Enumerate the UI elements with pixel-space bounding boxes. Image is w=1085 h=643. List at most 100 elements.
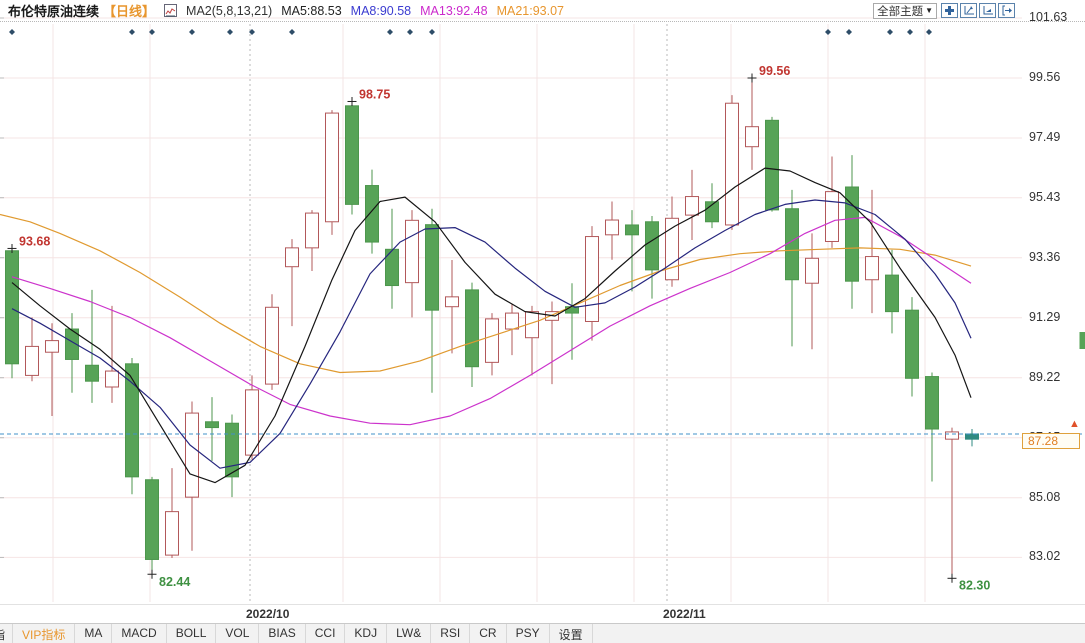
price-axis-label: 89.22 <box>1029 369 1061 384</box>
price-up-arrow-icon: ▲ <box>1069 418 1080 430</box>
indicator-tab-rsi[interactable]: RSI <box>431 624 471 643</box>
candle-body <box>445 296 459 308</box>
candle-body <box>665 217 679 281</box>
candle-body <box>305 212 319 249</box>
candle-body <box>485 318 499 363</box>
symbol-title: 布伦特原油连续 <box>8 4 100 19</box>
candle-body <box>365 185 379 243</box>
candle-body <box>65 328 79 360</box>
candle-body <box>425 224 439 311</box>
candle-body <box>245 389 259 456</box>
price-annotation: 82.44 <box>159 575 190 589</box>
partial-tab[interactable]: 指 <box>0 624 13 643</box>
ma8-line <box>11 199 972 469</box>
chart-header: 布伦特原油连续 【日线】 MA2(5,8,13,21) MA5:88.53 MA… <box>0 0 1085 22</box>
candle-body <box>925 376 939 430</box>
chevron-down-icon: ▼ <box>925 6 933 15</box>
price-axis-label: 95.43 <box>1029 189 1061 204</box>
price-axis-label: 83.02 <box>1029 549 1061 564</box>
event-dot <box>9 29 15 35</box>
candle-body <box>645 221 659 271</box>
price-annotation: 98.75 <box>359 87 390 101</box>
indicator-tab-cr[interactable]: CR <box>470 624 507 643</box>
ma21-line <box>0 213 972 374</box>
candle-body <box>165 511 179 556</box>
pan-crosshair-icon[interactable] <box>941 3 958 18</box>
price-annotation: 82.30 <box>959 578 990 592</box>
indicator-tab-[interactable]: 设置 <box>550 624 593 643</box>
candle-body <box>465 289 479 368</box>
price-annotation: 99.56 <box>759 64 790 78</box>
event-dot <box>926 29 932 35</box>
candle-body <box>885 274 899 313</box>
candle-body <box>945 431 959 440</box>
candle-body <box>685 196 699 216</box>
indicator-tab-psy[interactable]: PSY <box>507 624 550 643</box>
candle-body <box>805 257 819 284</box>
candle-body <box>385 248 399 287</box>
event-dot <box>249 29 255 35</box>
event-dot <box>887 29 893 35</box>
candle-body <box>285 247 299 268</box>
event-dot <box>189 29 195 35</box>
event-dot <box>387 29 393 35</box>
indicator-tab-bias[interactable]: BIAS <box>259 624 306 643</box>
ma13-line <box>11 216 972 426</box>
time-axis[interactable]: 2022/10 2022/11 <box>0 604 1085 623</box>
theme-dropdown[interactable]: 全部主题 ▼ <box>873 2 937 19</box>
indicator-tab-macd[interactable]: MACD <box>112 624 167 643</box>
event-dot <box>149 29 155 35</box>
candle-body <box>745 126 759 148</box>
indicator-tab-vol[interactable]: VOL <box>216 624 260 643</box>
candle-body <box>25 345 39 376</box>
price-axis[interactable]: 101.6399.5697.4995.4393.3691.2989.2287.1… <box>1022 0 1085 602</box>
candle-body <box>5 250 19 365</box>
candle-body <box>205 421 219 429</box>
last-price-tag: 87.28 <box>1022 433 1080 449</box>
axis-scale-up-icon[interactable] <box>960 3 977 18</box>
candle-body <box>185 412 199 498</box>
indicator-tab-boll[interactable]: BOLL <box>167 624 217 643</box>
candle-body <box>845 186 859 282</box>
indicator-tab-ma[interactable]: MA <box>75 624 113 643</box>
event-dot <box>825 29 831 35</box>
ma5-line <box>11 167 972 484</box>
axis-play-icon[interactable] <box>979 3 996 18</box>
indicator-tab-lw[interactable]: LW& <box>387 624 432 643</box>
candle-body <box>725 102 739 226</box>
indicator-tab-cci[interactable]: CCI <box>306 624 346 643</box>
export-right-icon[interactable] <box>998 3 1015 18</box>
price-annotation: 93.68 <box>19 234 50 248</box>
axis-position-marker <box>1079 332 1085 349</box>
candle-body <box>605 219 619 236</box>
indicator-chart-icon[interactable] <box>164 4 178 17</box>
period-label[interactable]: 【日线】 <box>103 4 156 19</box>
candle-body <box>965 433 979 440</box>
candle-body <box>325 112 339 223</box>
candle-body <box>405 219 419 284</box>
indicator-tab-vip[interactable]: VIP指标 <box>13 624 76 643</box>
event-dot <box>907 29 913 35</box>
header-tools: 全部主题 ▼ <box>873 2 1015 19</box>
indicator-toolbar: 指 VIP指标MAMACDBOLLVOLBIASCCIKDJLW&RSICRPS… <box>0 623 1085 643</box>
candle-body <box>765 119 779 211</box>
candle-body <box>85 364 99 382</box>
candle-body <box>505 312 519 330</box>
event-dot <box>407 29 413 35</box>
candle-body <box>265 306 279 385</box>
ma5-value: MA5:88.53 <box>281 3 342 18</box>
candle-body <box>145 479 159 560</box>
candle-body <box>585 236 599 322</box>
date-label: 2022/10 <box>246 607 290 621</box>
candle-body <box>45 340 59 353</box>
indicator-tab-kdj[interactable]: KDJ <box>345 624 388 643</box>
ma21-value: MA21:93.07 <box>496 3 564 18</box>
candle-body <box>825 191 839 242</box>
candle-body <box>105 370 119 388</box>
price-axis-label: 93.36 <box>1029 249 1061 264</box>
date-label: 2022/11 <box>663 607 706 621</box>
event-dot <box>289 29 295 35</box>
price-axis-label: 101.63 <box>1029 10 1068 24</box>
ma-params-label: MA2(5,8,13,21) <box>186 3 273 18</box>
